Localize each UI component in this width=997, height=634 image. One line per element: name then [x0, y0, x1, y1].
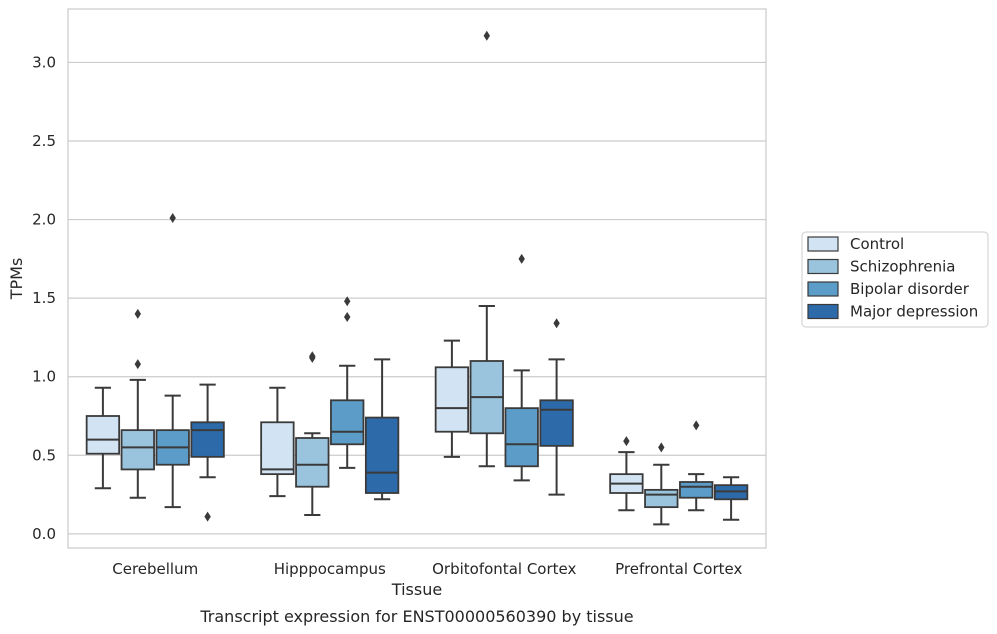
legend-swatch [807, 236, 839, 252]
x-tick-label: Hipppocampus [274, 560, 386, 578]
outlier-point [658, 442, 665, 453]
box-3-3 [713, 476, 749, 521]
x-tick-label: Orbitofontal Cortex [432, 560, 576, 578]
y-tick-label: 2.0 [32, 211, 56, 229]
x-axis-label: Tissue [391, 580, 442, 599]
outlier-point [204, 511, 211, 522]
legend: Control Schizophrenia Bipolar disorder Majo… [801, 231, 989, 328]
y-tick-label: 0.5 [32, 446, 56, 464]
legend-label: Major depression [850, 303, 978, 321]
legend-swatch [807, 303, 839, 320]
x-axis-ticks: Cerebellum Hipppocampus Orbitofontal Corte… [112, 560, 742, 578]
box-1-0 [260, 386, 295, 498]
box-0-3 [190, 383, 225, 522]
outlier-point [344, 296, 351, 307]
box-2-3 [539, 318, 574, 496]
y-tick-label: 2.5 [32, 132, 56, 150]
y-tick-label: 1.5 [32, 289, 56, 307]
outlier-point [344, 312, 351, 322]
box-body [190, 421, 225, 458]
box-0-0 [85, 386, 121, 490]
outlier-point [483, 30, 490, 41]
box-1-2 [330, 296, 365, 469]
outlier-point [309, 351, 316, 362]
y-tick-label: 1.0 [32, 368, 56, 386]
y-axis-label: TPMs [7, 258, 26, 301]
box-body [364, 416, 400, 494]
chart-caption: Transcript expression for ENST0000056039… [199, 607, 633, 626]
x-tick-label: Prefrontal Cortex [615, 560, 742, 578]
plot-frame [67, 8, 767, 549]
legend-label: Bipolar disorder [850, 280, 970, 298]
y-tick-label: 3.0 [32, 53, 56, 71]
outlier-point [623, 436, 630, 447]
x-tick-label: Cerebellum [112, 560, 198, 578]
outlier-point [134, 308, 141, 319]
box-body [539, 399, 574, 447]
box-3-0 [609, 436, 644, 512]
legend-label: Schizophrenia [850, 258, 955, 276]
box-body [260, 421, 295, 476]
box-0-1 [120, 308, 155, 499]
box-2-1 [469, 30, 504, 468]
box-body [85, 415, 121, 455]
box-body [679, 481, 714, 499]
outlier-point [553, 318, 560, 329]
box-body [504, 407, 539, 468]
box-2-0 [434, 339, 470, 458]
box-3-2 [679, 420, 714, 512]
box-body [330, 399, 365, 446]
box-0-2 [155, 213, 190, 509]
box-body [295, 437, 330, 488]
outlier-point [169, 213, 176, 223]
legend-swatch [807, 281, 839, 297]
box-body [644, 488, 679, 509]
y-tick-label: 0.0 [32, 525, 56, 543]
outlier-point [518, 253, 525, 264]
legend-frame [801, 231, 989, 328]
outlier-point [693, 420, 700, 431]
box-groups [85, 30, 749, 526]
box-1-1 [295, 351, 330, 516]
box-body [120, 429, 155, 471]
y-axis-ticks: 0.0 0.5 1.0 1.5 2.0 2.5 3.0 [32, 53, 56, 542]
legend-swatch [807, 258, 839, 275]
box-body [434, 366, 470, 433]
box-3-1 [644, 442, 679, 526]
box-1-3 [364, 358, 400, 501]
box-2-2 [504, 253, 539, 482]
legend-label: Control [850, 235, 904, 253]
outlier-point [134, 359, 141, 370]
